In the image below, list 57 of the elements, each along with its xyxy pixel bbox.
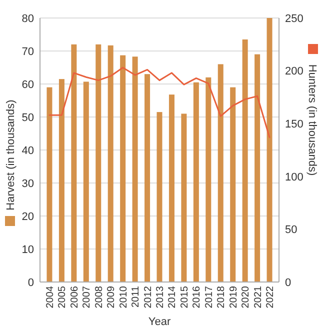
x-tick-label: 2008 [94,286,105,308]
y-tick-label: 10 [22,244,34,256]
x-tick-label: 2015 [179,286,190,308]
y-tick-label: 80 [22,12,34,25]
bar [120,55,126,282]
x-tick-label: 2009 [106,286,118,308]
y-tick-label: 70 [22,46,34,58]
y2-tick-label: 100 [285,171,304,184]
y-tick-label: 30 [22,178,34,190]
x-tick-label: 2012 [142,286,154,308]
bar [83,82,89,282]
bar [58,79,64,282]
x-tick-label: 2017 [204,286,215,308]
x-axis-title: Year [148,316,171,328]
y2-tick-label: 200 [285,66,304,78]
bar [181,114,187,282]
x-tick-label: 2010 [118,286,130,308]
y-tick-label: 60 [22,78,34,91]
x-tick-label: 2018 [216,286,228,308]
bar [266,18,272,282]
y-tick-label: 20 [22,210,34,223]
x-tick-label: 2019 [228,286,240,308]
y-tick-label: 50 [22,112,34,124]
bar [193,82,199,282]
x-tick-label: 2021 [252,286,264,308]
y2-tick-label: 150 [285,118,304,130]
y2-axis-title: Hunters (in thousands) [306,64,318,176]
bar [218,64,224,282]
x-tick-label: 2005 [57,286,68,308]
y-tick-label: 0 [28,276,34,289]
x-tick-label: 2011 [130,286,142,308]
bar [168,94,174,282]
x-tick-label: 2007 [82,286,93,308]
x-tick-label: 2014 [167,286,178,308]
bar [156,112,162,282]
bar [46,87,52,282]
y2-tick-label: 250 [285,12,304,25]
bar [96,44,102,282]
bar [108,45,114,282]
bar [71,44,77,282]
y2-tick-label: 50 [285,224,298,236]
bar [132,56,138,282]
y-tick-label: 40 [22,144,34,157]
x-tick-label: 2016 [192,286,203,308]
x-tick-label: 2004 [44,286,56,308]
y2-tick-label: 0 [285,276,292,289]
bar [144,74,150,282]
x-tick-label: 2013 [155,286,166,308]
line-series [48,66,270,138]
bar [254,54,260,282]
x-tick-label: 2020 [240,286,252,308]
x-tick-label: 2022 [265,286,276,308]
bar [206,77,212,282]
y-axis-title: Harvest (in thousands) [4,100,17,210]
bar [242,39,248,282]
x-tick-label: 2006 [69,286,80,308]
bar [230,87,236,282]
